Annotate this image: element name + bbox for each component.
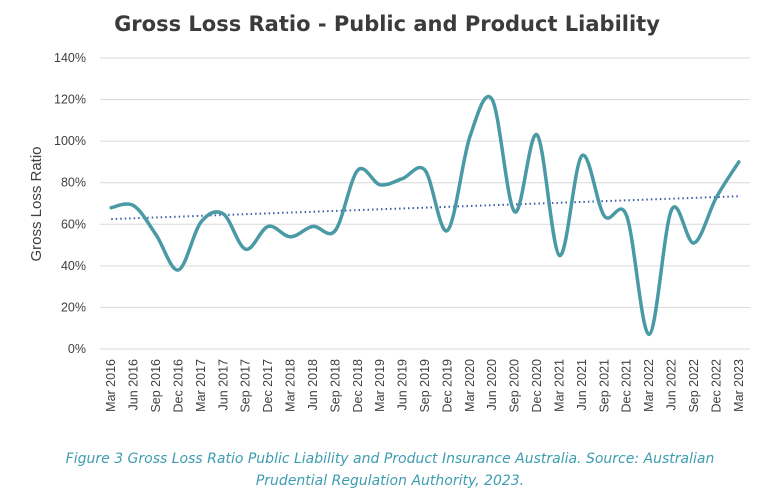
data-point [377,182,383,188]
x-tick-label: Jun 2016 [127,359,141,410]
data-point [332,228,338,234]
data-point [556,252,562,258]
x-tick-label: Mar 2022 [642,359,656,412]
x-tick-label: Jun 2020 [485,359,499,410]
data-point [288,234,294,240]
x-tick-label: Sep 2022 [687,359,701,413]
line-chart: Gross Loss Ratio - Public and Product Li… [28,12,750,413]
x-tick-label: Mar 2019 [373,359,387,412]
x-tick-label: Mar 2016 [104,359,118,412]
y-axis-label: Gross Loss Ratio [28,146,45,261]
data-point [175,267,181,273]
data-point [355,167,361,173]
data-point [108,205,114,211]
chart-title: Gross Loss Ratio - Public and Product Li… [114,12,660,36]
data-point [489,97,495,103]
x-tick-label: Sep 2018 [328,359,342,413]
y-tick-label: 20% [61,300,86,314]
data-point [265,223,271,229]
data-point [131,203,137,209]
data-point [243,246,249,252]
x-tick-label: Sep 2017 [239,359,253,413]
x-tick-label: Sep 2016 [149,359,163,413]
caption-line-2: Prudential Regulation Authority, 2023. [255,473,525,489]
data-point [422,167,428,173]
y-tick-label: 80% [61,176,86,190]
caption-line-1: Figure 3 Gross Loss Ratio Public Liabili… [65,451,715,467]
data-point [534,132,540,138]
data-point [624,213,630,219]
trend-line [111,195,739,221]
x-tick-label: Dec 2021 [620,359,634,413]
x-tick-label: Dec 2016 [171,359,185,413]
x-tick-label: Sep 2020 [508,359,522,413]
x-tick-label: Mar 2017 [194,359,208,412]
x-tick-label: Dec 2019 [440,359,454,413]
data-point [512,209,518,215]
grid-lines [100,57,750,350]
data-point [444,228,450,234]
x-tick-label: Dec 2017 [261,359,275,413]
data-point [153,232,159,238]
x-tick-label: Sep 2021 [597,359,611,413]
x-tick-label: Jun 2018 [306,359,320,410]
x-tick-label: Mar 2018 [284,359,298,412]
x-tick-label: Sep 2019 [418,359,432,413]
data-point [736,159,742,165]
x-tick-label: Mar 2020 [463,359,477,412]
x-tick-label: Dec 2018 [351,359,365,413]
x-tick-label: Jun 2017 [216,359,230,410]
y-tick-label: 0% [68,342,86,356]
data-point [220,211,226,217]
data-point [669,207,675,213]
y-tick-label: 100% [54,134,86,148]
data-point [713,194,719,200]
x-tick-label: Dec 2022 [709,359,723,413]
data-point [691,240,697,246]
x-tick-label: Mar 2021 [552,359,566,412]
data-point [198,219,204,225]
data-point [579,153,585,159]
x-tick-label: Jun 2021 [575,359,589,410]
series-line [109,95,741,337]
y-tick-label: 40% [61,259,86,273]
y-tick-label: 60% [61,217,86,231]
data-point [400,176,406,182]
y-tick-label: 140% [54,51,86,65]
x-tick-label: Dec 2020 [530,359,544,413]
y-tick-label: 120% [54,93,86,107]
x-axis-ticks: Mar 2016 Jun 2016 Sep 2016 Dec 2016 Mar 2017… [104,359,746,413]
y-axis-ticks: 0% 20% 40% 60% 80% 100% 120% 140% [54,51,86,356]
figure-caption: Figure 3 Gross Loss Ratio Public Liabili… [0,448,780,492]
data-point [601,213,607,219]
x-tick-label: Jun 2019 [396,359,410,410]
x-tick-label: Mar 2023 [732,359,746,412]
data-point [646,331,652,337]
data-point [310,223,316,229]
x-tick-label: Jun 2022 [665,359,679,410]
data-point [467,134,473,140]
